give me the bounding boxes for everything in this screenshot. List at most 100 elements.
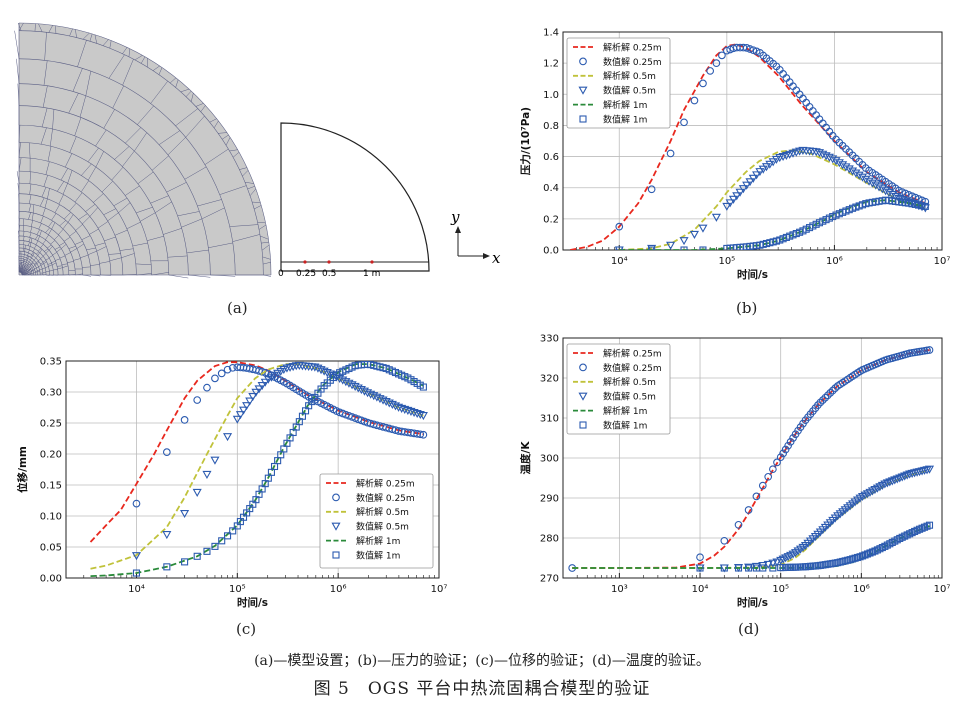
mesh-edge [44,32,47,61]
mesh-edge [30,267,32,269]
mesh-edge [242,170,249,177]
mesh-edge [36,229,40,235]
mesh-edge [111,166,124,181]
y-tick-label: 300 [540,454,559,465]
data-point-triangle [294,361,304,370]
data-point-square [809,562,817,570]
data-point-circle [369,420,378,429]
mesh-edge [24,268,26,270]
mesh-edge [68,93,79,114]
mesh-edge [70,248,78,253]
mesh-edge [59,255,66,259]
y-tick-label: 270 [540,574,559,585]
data-point-circle [388,425,397,434]
mesh-edge [107,212,119,222]
data-point-square [395,370,403,378]
mesh-edge [42,207,46,216]
tick-label-0: 0 [278,269,284,279]
mesh-edge [25,262,27,264]
mesh-edge [48,228,52,235]
legend-entry-label: 数值解 1m [603,419,647,431]
mesh-edge [48,246,53,251]
legend-entry-label: 数值解 0.25m [356,492,415,504]
data-point-triangle [266,373,276,382]
data-point-circle [811,404,820,413]
mesh-edge [35,240,39,245]
mesh-edge [94,34,98,44]
data-point-circle [923,346,931,355]
mesh-edge [204,148,229,165]
data-point-square [826,560,834,568]
mesh-edge [249,188,257,196]
marker-1 [370,260,374,264]
data-point-square [317,385,325,393]
data-point-circle [228,363,237,372]
data-point-circle [248,365,257,374]
data-point-triangle [248,392,258,402]
mesh-edge [41,187,47,198]
mesh-edge [48,25,53,33]
data-point-square [866,549,874,557]
data-point-square [416,381,424,389]
mesh-edge [166,182,187,193]
mesh-edge [49,270,54,272]
data-point-triangle [776,556,786,565]
mesh-edge [140,212,156,222]
legend: 解析解 0.25m 数值解 0.25m 解析解 0.5m 数值解 0.5m 解析解 1m… [566,343,671,435]
mesh-edge [62,183,68,195]
data-point-circle [298,389,307,397]
data-point-square [292,423,300,431]
mesh-edge [177,211,200,217]
mesh-edge [29,265,31,268]
data-point-circle [258,367,266,376]
mesh-edge [258,224,267,230]
mesh-edge [200,105,206,112]
mesh-edge [32,269,35,271]
mesh-ring [18,83,211,276]
data-point-triangle [279,365,289,374]
data-point-triangle [285,363,295,372]
mesh-edge [16,58,20,84]
data-point-triangle [778,555,788,564]
data-point-square [326,376,334,384]
y-tick-label: 290 [540,494,559,505]
data-point-square [829,559,837,568]
data-point-square [799,563,807,571]
mesh-edge [64,153,73,168]
series-line [90,363,424,570]
mesh-edge [155,201,172,213]
data-point-triangle [397,404,407,413]
series-line [90,363,424,577]
mesh-edge [51,262,57,266]
data-point-circle [836,380,845,389]
mesh-edge [40,127,47,145]
data-point-circle [908,348,916,357]
data-point-square [404,374,412,382]
data-point-square [858,552,867,560]
mesh-edge [175,79,179,88]
tick-label-1m: 1 m [363,269,380,279]
data-point-triangle [848,500,858,509]
mesh-edge [229,224,259,227]
mesh-edge [29,268,31,270]
mesh-edge [137,105,154,125]
mesh-edge [28,269,30,272]
mesh-edge [97,221,109,229]
mesh-edge [35,255,38,259]
mesh-edge [38,258,41,261]
mesh-edge [23,267,25,269]
mesh-domain [19,23,271,275]
finite-element-mesh [14,22,272,279]
data-point-square [283,439,291,447]
data-point-circle [292,385,301,394]
mesh-edge [95,129,107,147]
mesh-edge [21,267,23,269]
data-point-triangle [772,558,782,567]
data-point-triangle [202,470,212,479]
mesh-edge [34,262,37,265]
mesh-edge [213,120,219,129]
mesh-edge [36,266,39,269]
mesh-edge [82,266,91,268]
data-point-triangle [830,514,840,523]
data-point-circle [385,424,394,433]
